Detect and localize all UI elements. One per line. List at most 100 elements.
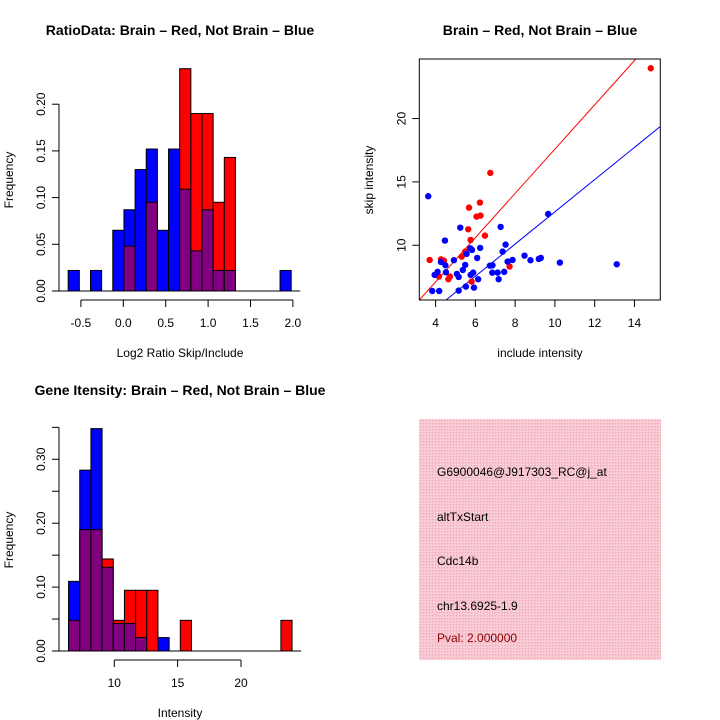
y-axis-label: Frequency — [2, 512, 16, 569]
not-brain-point — [501, 268, 508, 276]
brain-point — [477, 212, 484, 219]
y-tick-label: 20 — [394, 112, 408, 126]
y-tick-label: 0.10 — [34, 186, 48, 210]
bar-overlap — [79, 529, 92, 652]
x-tick-label: 8 — [512, 316, 519, 330]
not-brain-point — [556, 259, 564, 266]
brain-point — [467, 236, 474, 244]
not-brain-point — [504, 258, 511, 265]
bar-not-brain — [168, 148, 181, 292]
not-brain-point — [489, 262, 496, 269]
x-tick-label: 0.0 — [115, 316, 132, 330]
x-tick-label: 20 — [234, 676, 248, 690]
not-brain-point — [425, 193, 432, 200]
not-brain-point — [437, 258, 445, 266]
not-brain-point — [462, 283, 470, 290]
not-brain-point — [469, 269, 477, 276]
x-tick-label: -0.5 — [71, 316, 92, 330]
not-brain-point — [473, 254, 481, 262]
bar-overlap — [201, 209, 214, 292]
not-brain-point — [429, 287, 436, 295]
intensity-scatter: Brain – Red, Not Brain – Blue include in… — [362, 22, 661, 360]
not-brain-point — [509, 256, 516, 264]
not-brain-point — [495, 276, 502, 283]
y-axis-label: skip intensity — [362, 146, 376, 215]
y-tick-label: 15 — [394, 175, 408, 189]
x-tick-label: 2.0 — [285, 316, 302, 330]
brain-point — [426, 256, 433, 264]
not-brain-point — [494, 269, 501, 276]
x-axis-label: Log2 Ratio Skip/Include — [117, 346, 244, 360]
not-brain-point — [442, 269, 450, 276]
y-tick-label: 0.20 — [34, 92, 48, 116]
x-tick-label: 10 — [108, 676, 122, 690]
brain-point — [476, 199, 484, 206]
location: chr13.6925-1.9 — [437, 599, 518, 613]
bar-not-brain — [89, 269, 103, 292]
not-brain-point — [450, 257, 458, 264]
not-brain-point — [459, 266, 467, 274]
bar-overlap — [112, 623, 125, 652]
bar-overlap — [135, 637, 148, 652]
bar-not-brain — [156, 229, 170, 292]
event-type: altTxStart — [437, 510, 489, 524]
y-tick-label: 0.20 — [34, 511, 48, 535]
ratio-histogram: RatioData: Brain – Red, Not Brain – Blue… — [2, 22, 314, 360]
not-brain-point — [441, 237, 449, 244]
info-panel-background — [419, 419, 661, 660]
brain-point — [468, 278, 475, 285]
gene-intensity-histogram: Gene Itensity: Brain – Red, Not Brain – … — [2, 382, 326, 720]
brain-point — [458, 253, 465, 260]
x-tick-label: 14 — [628, 316, 642, 330]
bar-overlap — [123, 245, 136, 292]
x-axis-label: include intensity — [497, 346, 582, 360]
not-brain-point — [455, 287, 462, 294]
not-brain-point — [470, 284, 478, 291]
bar-not-brain — [279, 269, 292, 292]
x-tick-label: 6 — [472, 316, 479, 330]
bar-overlap — [179, 188, 192, 292]
x-tick-label: 4 — [432, 316, 439, 330]
bar-overlap — [68, 619, 81, 652]
x-tick-label: 12 — [588, 316, 602, 330]
pval: Pval: 2.000000 — [437, 631, 517, 645]
plot-box — [418, 58, 661, 301]
probe-id: G6900046@J917303_RC@j_at — [437, 465, 607, 479]
info-panel: G6900046@J917303_RC@j_at altTxStart Cdc1… — [419, 419, 661, 660]
not-brain-point — [468, 246, 476, 254]
y-tick-label: 0.00 — [34, 639, 48, 663]
not-brain-point — [521, 252, 528, 259]
brain-point — [506, 263, 513, 270]
x-tick-label: 0.5 — [157, 316, 174, 330]
y-tick-label: 0.05 — [34, 232, 48, 256]
brain-point — [446, 273, 454, 280]
not-brain-point — [537, 254, 544, 262]
not-brain-point — [463, 250, 470, 258]
brain-point — [647, 65, 654, 72]
not-brain-fit-line — [445, 126, 661, 300]
brain-point — [465, 204, 473, 211]
bar-overlap — [101, 566, 114, 652]
bar-overlap — [190, 250, 203, 292]
not-brain-point — [502, 241, 509, 248]
y-tick-label: 10 — [394, 238, 408, 252]
not-brain-point — [497, 223, 504, 231]
not-brain-point — [442, 262, 449, 269]
gene-name: Cdc14b — [437, 554, 479, 568]
chart-title: RatioData: Brain – Red, Not Brain – Blue — [46, 22, 315, 38]
not-brain-point — [462, 261, 469, 269]
x-tick-label: 15 — [171, 676, 185, 690]
bar-not-brain — [134, 169, 147, 292]
bar-overlap — [90, 529, 103, 652]
bar-not-brain — [112, 229, 125, 292]
not-brain-point — [435, 287, 443, 295]
not-brain-point — [613, 261, 620, 268]
not-brain-point — [489, 269, 496, 276]
brain-point — [481, 232, 489, 239]
bar-overlap — [212, 269, 225, 292]
x-tick-label: 1.0 — [200, 316, 217, 330]
x-axis-label: Intensity — [158, 706, 203, 720]
x-tick-label: 10 — [548, 316, 562, 330]
chart-title: Gene Itensity: Brain – Red, Not Brain – … — [35, 382, 326, 398]
not-brain-point — [434, 268, 441, 276]
